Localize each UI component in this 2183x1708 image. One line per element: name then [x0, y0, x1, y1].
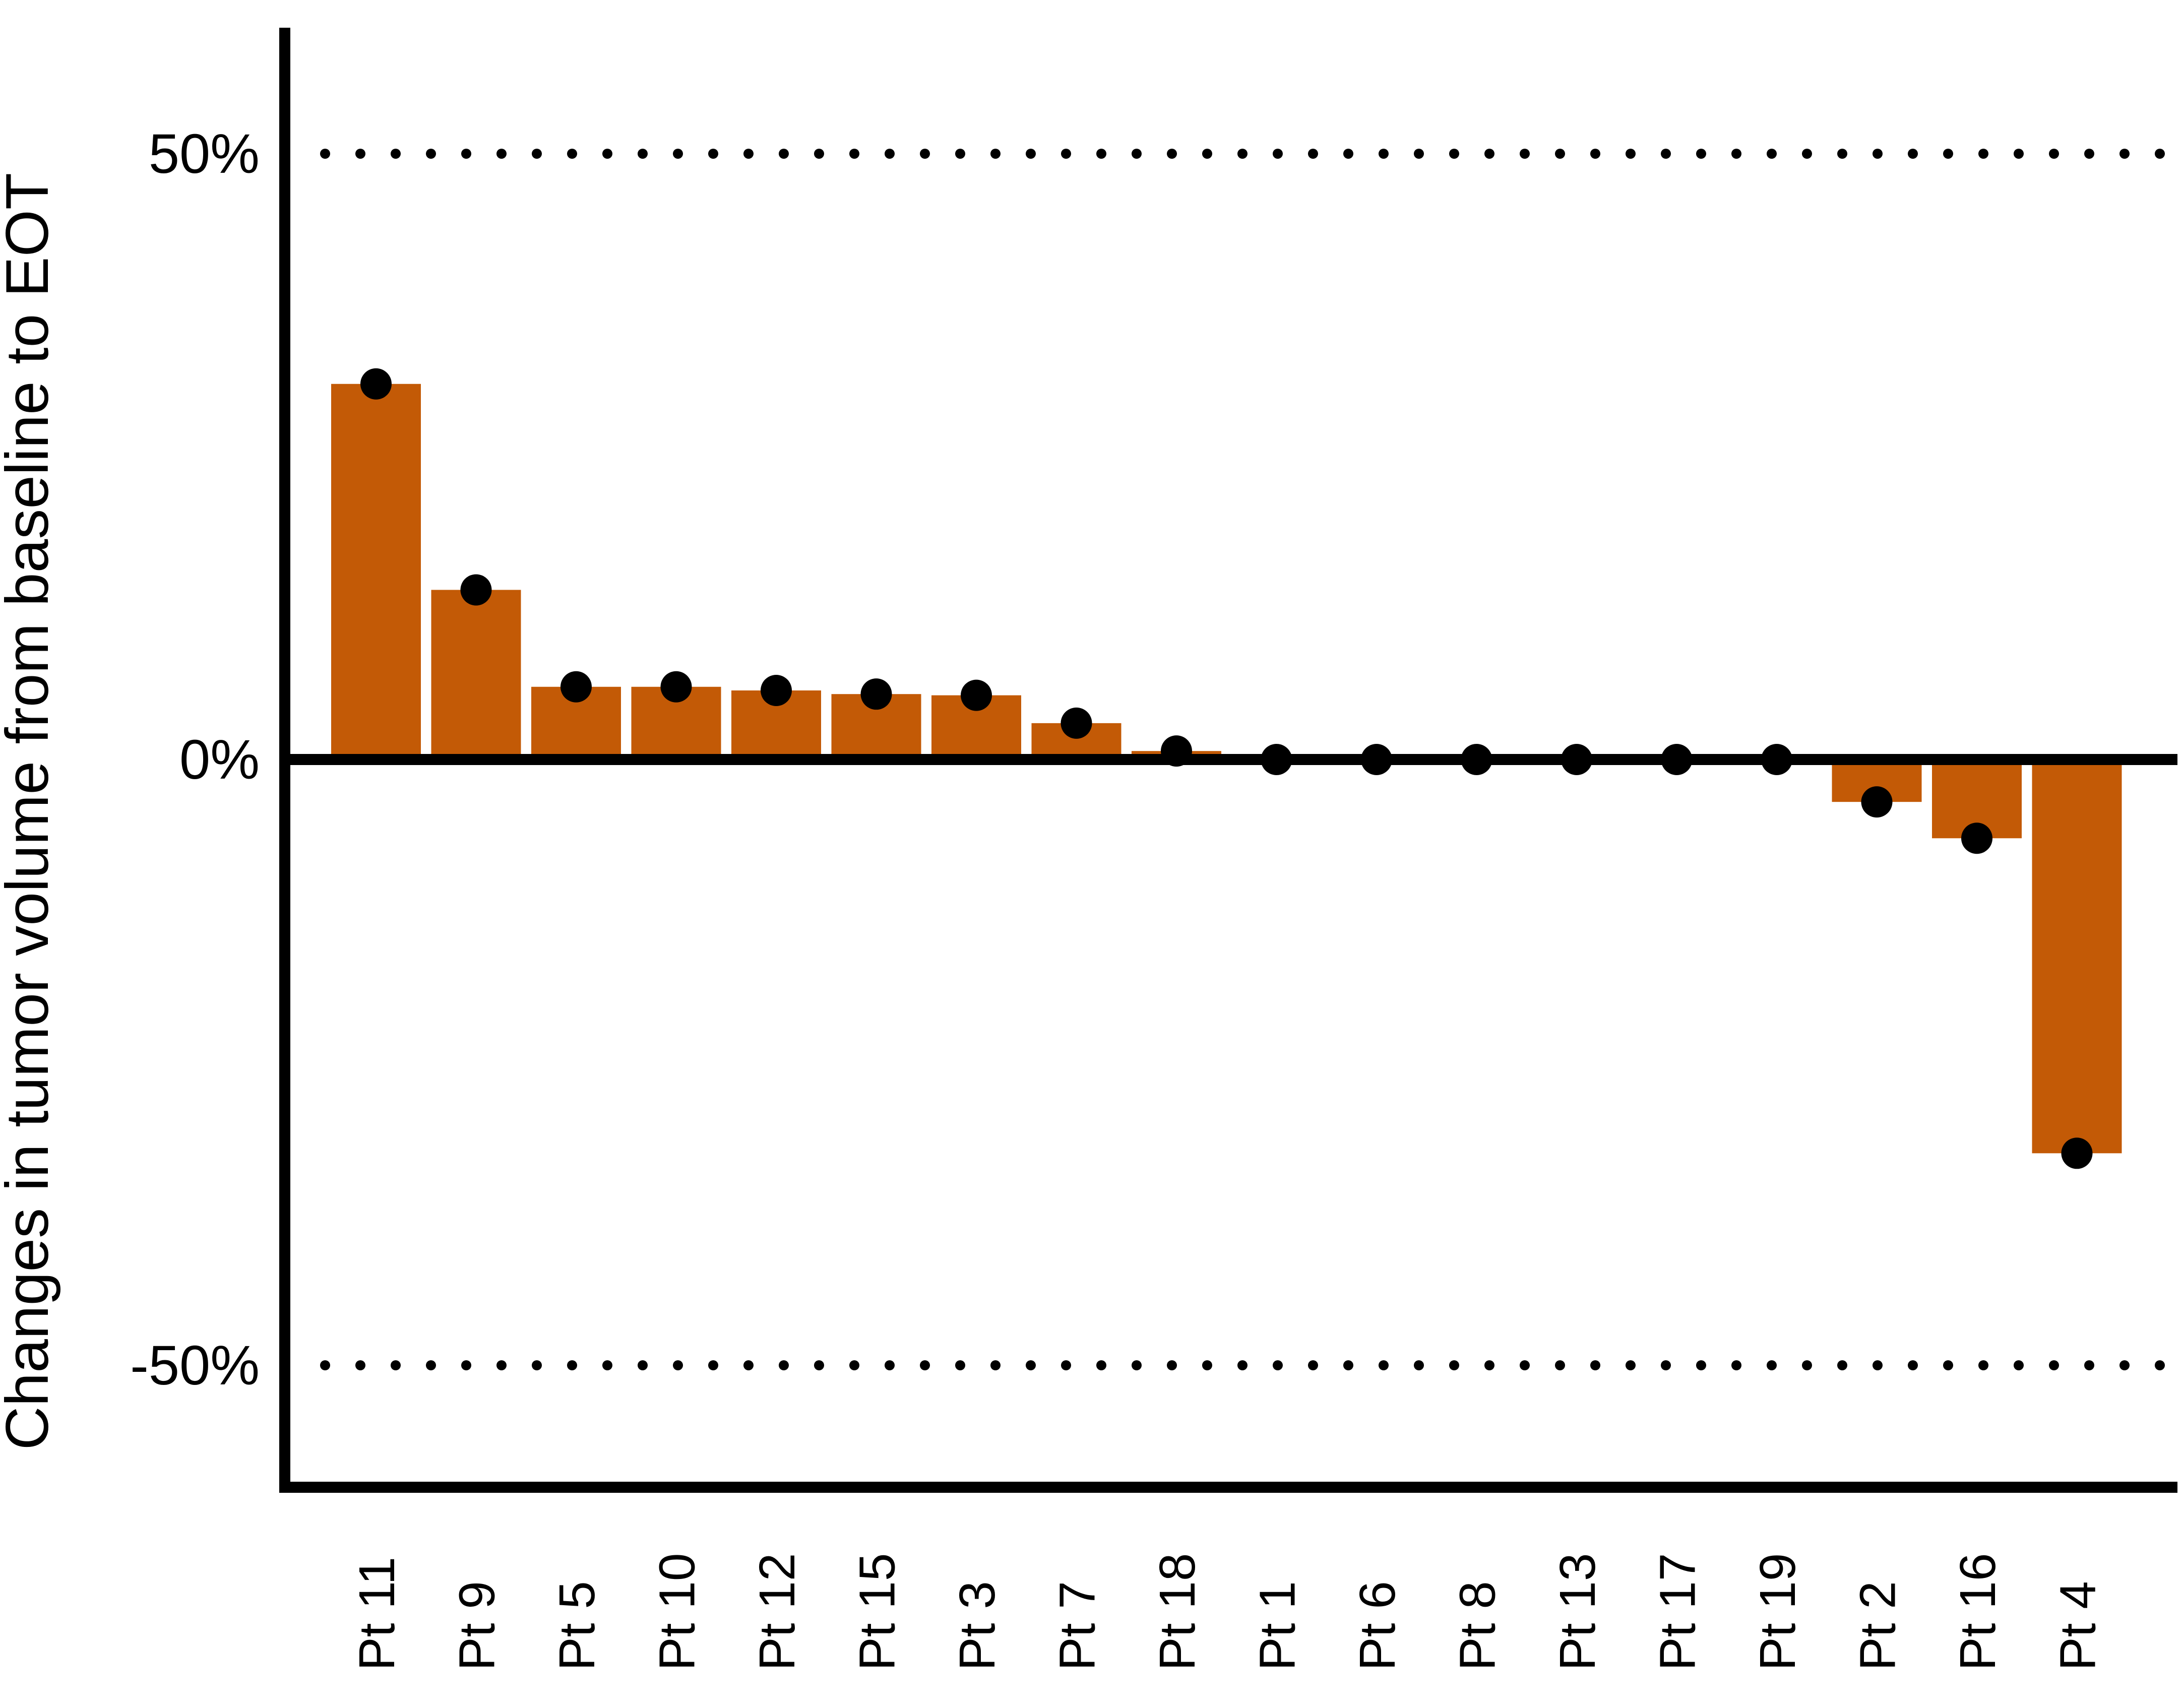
bar-pt11	[331, 384, 421, 760]
x-tick-label: Pt 5	[549, 1581, 605, 1671]
x-tick-label: Pt 11	[349, 1557, 405, 1671]
y-tick-label: -50%	[130, 1335, 260, 1397]
marker-pt12	[761, 674, 792, 706]
marker-pt19	[1761, 744, 1792, 775]
x-tick-label: Pt 7	[1049, 1581, 1106, 1671]
marker-pt10	[660, 671, 692, 703]
bar-pt9	[431, 590, 521, 760]
reference-lines	[320, 149, 2172, 1370]
x-tick-label: Pt 18	[1149, 1553, 1206, 1671]
axes	[279, 28, 2177, 1493]
x-tick-labels: Pt 11 Pt 9 Pt 5 Pt 10 Pt 12 Pt 15 Pt 3 Pt 7 Pt 1…	[349, 1553, 2106, 1671]
marker-pt17	[1661, 744, 1693, 775]
marker-pt5	[560, 671, 592, 703]
marker-pt15	[860, 678, 892, 710]
marker-pt18	[1161, 735, 1192, 767]
marker-pt16	[1961, 823, 1992, 854]
x-tick-label: Pt 15	[849, 1553, 906, 1671]
y-axis-title: Changes in tumor volume from baseline to…	[0, 173, 61, 1450]
x-tick-label: Pt 1	[1250, 1581, 1306, 1671]
markers	[360, 368, 2093, 1169]
y-tick-labels: 50% 0% -50%	[130, 123, 260, 1397]
marker-pt9	[460, 574, 492, 606]
marker-pt1	[1261, 744, 1292, 775]
bar-pt4	[2032, 760, 2122, 1154]
marker-pt2	[1861, 786, 1893, 818]
marker-pt11	[360, 368, 392, 400]
x-tick-label: Pt 17	[1650, 1553, 1706, 1671]
x-tick-label: Pt 3	[949, 1581, 1006, 1671]
x-tick-label: Pt 19	[1750, 1553, 1806, 1671]
marker-pt6	[1361, 744, 1392, 775]
marker-pt8	[1461, 744, 1492, 775]
marker-pt13	[1561, 744, 1592, 775]
x-tick-label: Pt 4	[2050, 1581, 2106, 1671]
x-tick-label: Pt 6	[1349, 1581, 1406, 1671]
marker-pt3	[961, 679, 992, 711]
bars	[331, 384, 2122, 1154]
y-tick-label: 50%	[149, 123, 260, 185]
marker-pt4	[2061, 1137, 2093, 1169]
x-tick-label: Pt 16	[1950, 1553, 2006, 1671]
x-tick-label: Pt 13	[1549, 1553, 1606, 1671]
marker-pt7	[1061, 707, 1092, 739]
x-tick-label: Pt 10	[649, 1553, 706, 1671]
x-tick-label: Pt 8	[1450, 1581, 1506, 1671]
x-tick-label: Pt 12	[749, 1553, 805, 1671]
x-tick-label: Pt 2	[1850, 1581, 1906, 1671]
x-tick-label: Pt 9	[449, 1581, 506, 1671]
y-tick-label: 0%	[179, 729, 260, 791]
